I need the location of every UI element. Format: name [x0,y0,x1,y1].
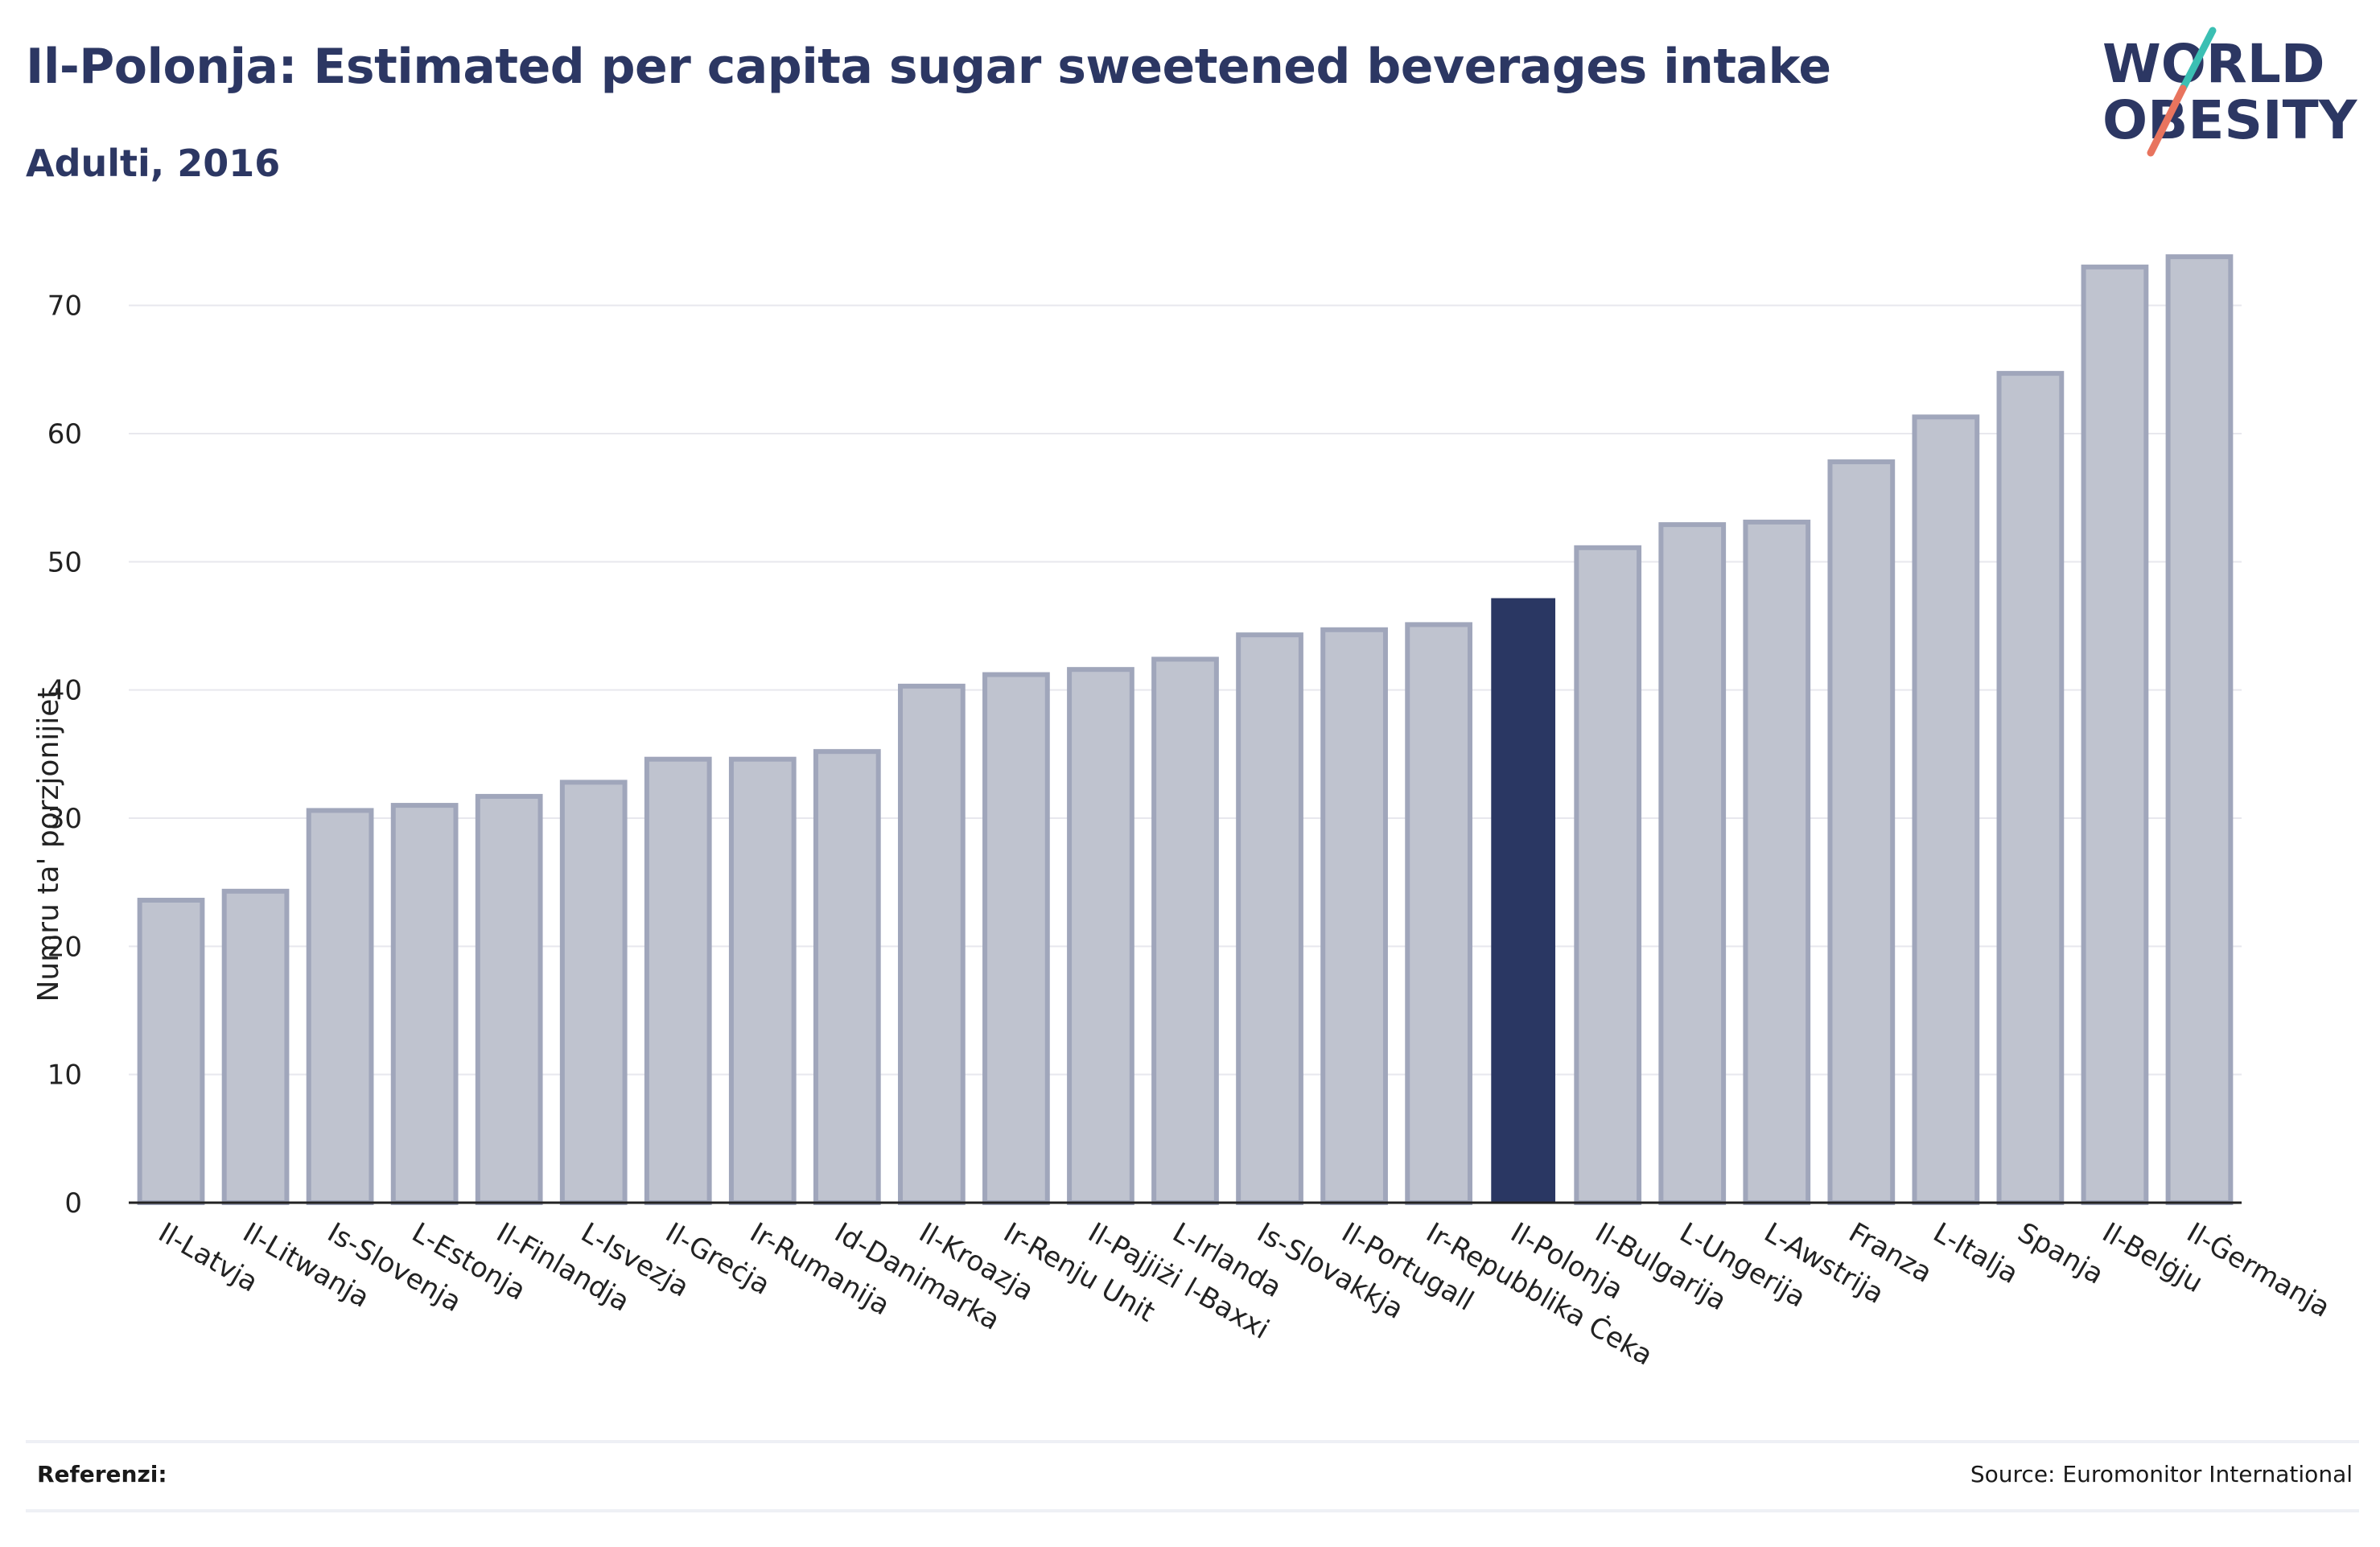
bar [1405,622,1472,1205]
y-tick-label: 40 [47,675,82,707]
bar [1827,459,1896,1205]
logo-slash-bottom [2147,84,2187,157]
bar [1151,656,1219,1205]
y-tick-label: 0 [64,1187,82,1220]
bar [1067,667,1134,1205]
y-tick-label: 10 [47,1059,82,1092]
bar [728,756,797,1205]
bar [2081,264,2149,1205]
y-tick-label: 30 [47,803,82,835]
bar [559,780,628,1205]
references-label: Referenzi: [37,1461,167,1487]
x-tick-label: L-Italja [1928,1216,2024,1290]
bar [306,808,374,1205]
logo-slash-top [2179,27,2217,93]
bar [1491,598,1556,1203]
bar [644,756,712,1205]
y-tick-label: 50 [47,546,82,578]
bar [1912,414,1980,1205]
bar [898,683,966,1205]
bar [982,672,1050,1205]
chart-subtitle: Adulti, 2016 [26,142,281,185]
footer: Referenzi: Source: Euromonitor Internati… [26,1440,2359,1512]
y-tick-label: 60 [47,418,82,451]
bar [1658,522,1727,1205]
y-axis-ticks: 0 10 20 30 40 50 60 70 [47,290,82,1220]
bar [1574,545,1642,1205]
y-axis-label: Numru ta' porzjonijiet [32,687,65,1002]
bar-chart: 0 10 20 30 40 50 60 70 Il-LatvjaIl-LitwanjaIs-S… [32,254,2336,1372]
bar [1996,371,2065,1206]
bar [1236,632,1303,1205]
bar [813,749,881,1205]
chart-title: Il-Polonja: Estimated per capita sugar s… [26,39,1831,95]
bar [1743,519,1811,1205]
bar [475,793,543,1205]
bar [137,897,205,1206]
bar [1320,627,1388,1205]
source-text: Source: Euromonitor International [1970,1461,2353,1487]
logo-text-obesity: OBESITY [2102,89,2358,151]
y-tick-label: 70 [47,290,82,323]
bars [137,254,2234,1206]
y-tick-label: 20 [47,931,82,963]
x-axis-ticks: Il-LatvjaIl-LitwanjaIs-SlovenjaL-Estonja… [153,1216,2336,1372]
x-tick-label: Spanja [2012,1216,2109,1291]
bar [390,803,459,1205]
world-obesity-logo: WORLD OBESITY [2102,27,2358,157]
bar [2165,254,2234,1205]
logo-text-world: WORLD [2102,33,2325,95]
bar [221,888,290,1205]
